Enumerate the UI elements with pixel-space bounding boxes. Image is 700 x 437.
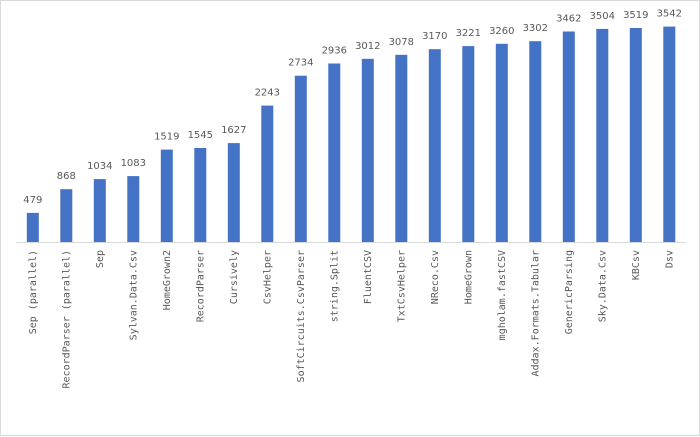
value-label-9: 2936 (322, 46, 347, 57)
category-label-7: CsvHelper (262, 250, 273, 304)
bar-15 (529, 41, 542, 243)
category-label-10: FluentCSV (363, 250, 374, 304)
bar-2 (93, 179, 106, 242)
value-label-2: 1034 (87, 161, 112, 172)
value-label-14: 3260 (489, 26, 514, 37)
bar-4 (160, 149, 173, 242)
category-label-18: KBCsv (631, 250, 642, 280)
value-label-19: 3542 (657, 9, 682, 20)
category-label-4: HomeGrown2 (162, 250, 173, 310)
category-label-15: Addax.Formats.Tabular (530, 250, 541, 376)
value-label-0: 479 (23, 195, 42, 206)
category-label-6: Cursively (229, 250, 240, 304)
bar-1 (60, 189, 73, 242)
bar-16 (562, 31, 575, 242)
value-label-4: 1519 (154, 132, 179, 143)
category-label-17: Sky.Data.Csv (597, 250, 608, 322)
value-label-11: 3078 (389, 37, 414, 48)
bar-19 (663, 26, 676, 242)
value-label-12: 3170 (422, 31, 447, 42)
category-label-5: RecordParser (195, 250, 206, 322)
value-label-3: 1083 (121, 158, 146, 169)
category-label-1: RecordParser (parallel) (61, 250, 72, 388)
category-label-8: SoftCircuits.CsvParser (296, 250, 307, 382)
bar-10 (361, 58, 374, 242)
bar-13 (462, 46, 475, 242)
bar-7 (261, 105, 274, 242)
bar-14 (495, 43, 508, 242)
value-label-13: 3221 (456, 28, 481, 39)
category-label-2: Sep (95, 250, 106, 268)
bars-group (26, 26, 676, 243)
value-label-17: 3504 (590, 11, 615, 22)
bar-3 (127, 176, 140, 242)
category-label-9: string.Split (329, 250, 340, 322)
category-label-19: Dsv (664, 250, 675, 268)
bar-18 (629, 28, 642, 242)
bar-17 (596, 28, 609, 243)
category-label-16: GenericParsing (564, 250, 575, 334)
value-label-1: 868 (57, 171, 76, 182)
bar-6 (227, 143, 240, 242)
value-label-18: 3519 (623, 10, 648, 21)
value-label-6: 1627 (221, 125, 246, 136)
value-label-7: 2243 (255, 88, 280, 99)
category-label-13: HomeGrown (463, 250, 474, 304)
value-label-10: 3012 (355, 41, 380, 52)
category-label-12: NReco.Csv (430, 250, 441, 304)
category-label-0: Sep (parallel) (28, 250, 39, 334)
value-label-5: 1545 (188, 130, 213, 141)
bar-0 (26, 212, 39, 242)
value-labels-group: 479 868 1034 1083 1519 1545 1627 2243 2734 2936 30… (23, 9, 682, 206)
bar-12 (428, 49, 441, 243)
bar-5 (194, 148, 207, 242)
value-label-8: 2734 (288, 58, 313, 69)
bar-9 (328, 63, 341, 242)
category-label-11: TxtCsvHelper (396, 250, 407, 322)
category-labels-group: Sep (parallel) RecordParser (parallel) Sep… (28, 250, 675, 388)
bar-8 (294, 75, 307, 242)
category-label-3: Sylvan.Data.Csv (128, 250, 139, 340)
bar-11 (395, 54, 408, 242)
category-label-14: mgholam.fastCSV (497, 250, 508, 340)
value-label-16: 3462 (556, 14, 581, 25)
value-label-15: 3302 (523, 23, 548, 34)
